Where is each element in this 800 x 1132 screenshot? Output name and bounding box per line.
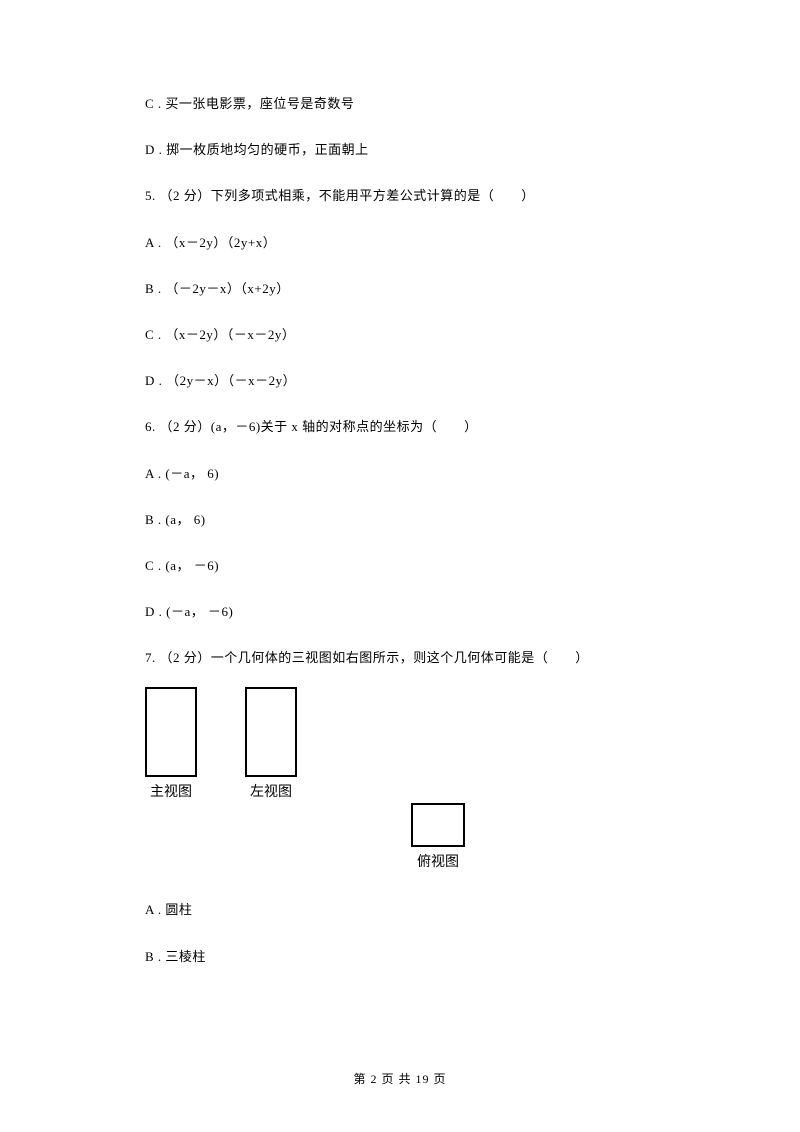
diagram-top-row: 主视图 左视图 [145,687,655,801]
option-text: D . （2y－x）（－x－2y） [145,372,655,390]
page-footer: 第 2 页 共 19 页 [0,1070,800,1087]
top-view-block: 俯视图 [221,803,655,871]
left-view-label: 左视图 [250,781,292,801]
option-text: C . 买一张电影票，座位号是奇数号 [145,95,655,113]
question-text: 5. （2 分）下列多项式相乘，不能用平方差公式计算的是（ ） [145,187,655,205]
option-text: C . (a， －6) [145,557,655,575]
front-view-block: 主视图 [145,687,197,801]
option-text: C . （x－2y）（－x－2y） [145,326,655,344]
three-view-diagram: 主视图 左视图 俯视图 [145,687,655,871]
front-view-label: 主视图 [150,781,192,801]
option-text: D . (－a， －6) [145,603,655,621]
left-view-block: 左视图 [245,687,297,801]
option-text: B . （－2y－x）（x+2y） [145,280,655,298]
option-text: A . 圆柱 [145,901,655,919]
front-view-rect [145,687,197,777]
document-body: C . 买一张电影票，座位号是奇数号 D . 掷一枚质地均匀的硬币，正面朝上 5… [0,0,800,966]
option-text: A . (－a， 6) [145,465,655,483]
question-text: 6. （2 分）(a，－6)关于 x 轴的对称点的坐标为（ ） [145,418,655,436]
left-view-rect [245,687,297,777]
top-view-label: 俯视图 [417,851,459,871]
option-text: B . 三棱柱 [145,948,655,966]
option-text: A . （x－2y）（2y+x） [145,234,655,252]
option-text: D . 掷一枚质地均匀的硬币，正面朝上 [145,141,655,159]
question-text: 7. （2 分）一个几何体的三视图如右图所示，则这个几何体可能是（ ） [145,649,655,667]
top-view-rect [411,803,465,847]
option-text: B . (a， 6) [145,511,655,529]
